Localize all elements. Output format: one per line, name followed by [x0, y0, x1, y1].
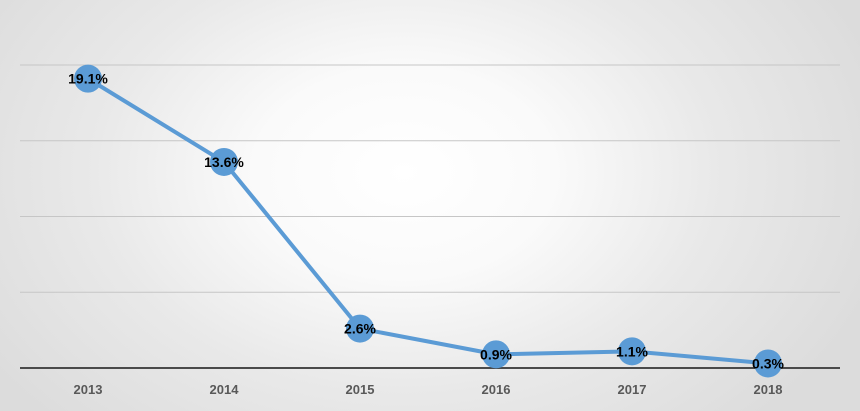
x-tick-label: 2014 [210, 382, 240, 397]
x-tick-label: 2016 [482, 382, 511, 397]
data-label: 19.1% [68, 71, 108, 87]
x-tick-label: 2017 [618, 382, 647, 397]
data-point-marker [482, 340, 510, 369]
data-label: 2.6% [344, 321, 376, 337]
x-tick-label: 2013 [74, 382, 103, 397]
data-point-marker [74, 64, 102, 93]
data-point-marker [754, 349, 782, 378]
series-line [86, 76, 770, 366]
x-tick-label: 2015 [346, 382, 375, 397]
data-point-marker [618, 337, 646, 366]
data-point-marker [210, 147, 238, 176]
data-point-marker [346, 314, 374, 343]
data-label: 0.9% [480, 346, 512, 362]
x-tick-label: 2018 [754, 382, 783, 397]
data-label: 13.6% [204, 154, 244, 170]
data-label: 0.3% [752, 355, 784, 371]
data-label: 1.1% [616, 343, 648, 359]
